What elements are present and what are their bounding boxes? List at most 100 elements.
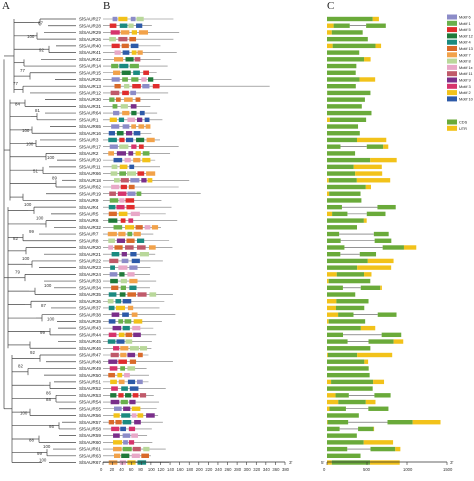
gene-label: SlSAUR61 <box>79 447 101 452</box>
panel-label-a: A <box>2 0 10 12</box>
motif-box <box>146 171 156 176</box>
cds-box <box>327 104 362 109</box>
gene-label: SlSAUR52 <box>79 386 101 391</box>
motif-axis-tick-label: 200 <box>196 467 204 472</box>
motif-box <box>124 319 132 324</box>
utr-box <box>364 57 371 62</box>
motif-box <box>133 157 141 163</box>
motif-box <box>111 63 119 69</box>
utr-box <box>327 393 336 398</box>
motif-box <box>125 393 132 398</box>
bootstrap-value: 99 <box>37 451 42 456</box>
bootstrap-value: 86 <box>46 390 51 395</box>
cds-box <box>338 312 354 317</box>
motif-box <box>111 164 118 170</box>
gene-label: SlSAUR12 <box>79 91 101 96</box>
motif-box <box>107 299 114 304</box>
motif-box <box>120 426 126 432</box>
motif-box <box>111 285 119 290</box>
motif-box <box>129 399 136 405</box>
bootstrap-value: 99 <box>40 330 45 335</box>
gene-label: SlSAUR33 <box>79 279 101 284</box>
gene-label: SlSAUR39 <box>79 319 101 324</box>
bootstrap-value: 79 <box>15 269 20 274</box>
motif-box <box>109 117 117 122</box>
motif-box <box>113 433 120 438</box>
motif-box <box>141 453 149 458</box>
cds-box <box>332 211 348 217</box>
motif-box <box>138 144 144 149</box>
motif-legend-swatch <box>447 90 457 96</box>
motif-box <box>128 426 136 432</box>
cds-box <box>327 204 342 210</box>
motif-box <box>137 292 147 297</box>
gene-axis-tick-label: 1000 <box>403 467 413 472</box>
bootstrap-value: 100 <box>47 316 55 321</box>
motif-box <box>108 332 117 338</box>
utr-box <box>364 272 372 277</box>
gene-label: SlSAUR32 <box>79 225 101 230</box>
motif-box <box>129 386 139 391</box>
motif-legend-swatch <box>447 46 457 51</box>
motif-legend-label: Motif 8 <box>459 59 471 64</box>
motif-box <box>151 225 159 230</box>
motif-box <box>113 440 123 445</box>
motif-box <box>115 305 126 311</box>
gene-label: SlSAUR5 <box>79 211 99 216</box>
motif-box <box>116 238 126 243</box>
bootstrap-value: 100 <box>26 142 34 147</box>
motif-box <box>118 117 125 122</box>
bootstrap-value: 51 <box>33 169 38 174</box>
gene-label: SlSAUR41 <box>79 50 101 55</box>
motif-box <box>135 151 141 156</box>
motif-box <box>136 137 145 143</box>
gene-label: SlSAUR15 <box>79 70 101 75</box>
gene-label: SlSAUR23 <box>79 265 101 270</box>
gene-label: SlSAUR40 <box>79 43 101 48</box>
bootstrap-value: 92 <box>30 350 35 355</box>
motif-box <box>112 325 122 331</box>
motif-box <box>132 325 141 331</box>
cds-box <box>328 319 366 324</box>
motif-box <box>138 124 145 129</box>
motif-legend-swatch <box>447 71 457 77</box>
motif-box <box>122 433 131 438</box>
motif-box <box>118 319 124 324</box>
motif-box <box>110 265 115 270</box>
motif-box <box>118 265 128 270</box>
motif-box <box>108 204 116 210</box>
gene-label: SlSAUR18 <box>79 178 101 183</box>
gene-axis-end-label: 3' <box>450 460 454 465</box>
motif-box <box>108 292 117 297</box>
motif-box <box>142 84 150 89</box>
motif-box <box>130 211 140 217</box>
cds-box <box>327 157 371 163</box>
gene-label: SlSAUR29 <box>79 30 101 35</box>
utr-box <box>365 184 371 190</box>
motif-box <box>109 272 118 277</box>
motif-box <box>125 198 135 203</box>
cds-box <box>366 23 386 28</box>
cds-box <box>327 346 371 351</box>
motif-box <box>129 346 139 351</box>
motif-box <box>109 144 118 149</box>
utr-box <box>373 426 375 432</box>
utr-box <box>356 178 391 183</box>
motif-legend-swatch <box>447 96 457 102</box>
motif-box <box>129 359 137 364</box>
motif-box <box>137 50 143 55</box>
motif-box <box>127 231 133 237</box>
motif-box <box>108 359 118 364</box>
bootstrap-value: 100 <box>36 216 44 221</box>
motif-box <box>137 460 147 465</box>
motif-box <box>120 104 128 109</box>
bootstrap-value: 84 <box>15 101 20 106</box>
bootstrap-value: 82 <box>13 236 18 241</box>
utr-box <box>327 272 337 277</box>
motif-box <box>131 258 140 264</box>
bootstrap-value: 77 <box>13 81 18 86</box>
gene-label: SlSAUR53 <box>79 393 101 398</box>
motif-box <box>139 346 148 351</box>
gene-axis-start-label: 5' <box>321 460 325 465</box>
motif-box <box>108 372 115 378</box>
